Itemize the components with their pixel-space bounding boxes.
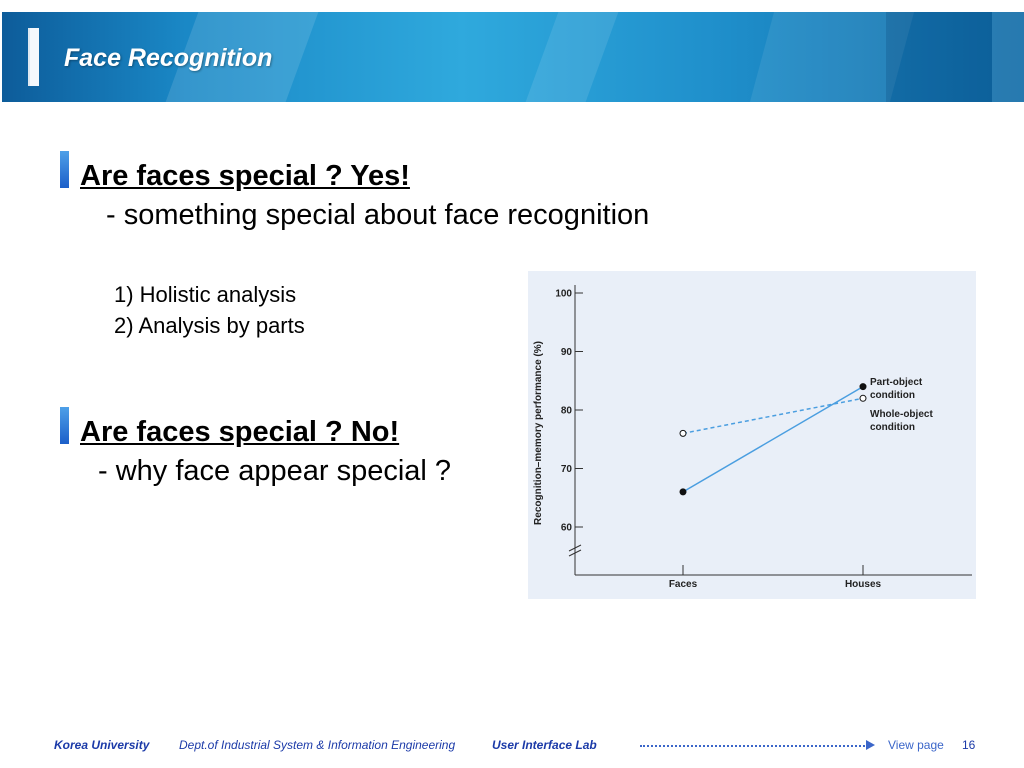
y-tick-label: 100: [555, 289, 572, 300]
section1-heading: Are faces special ? Yes!: [80, 160, 410, 192]
title-accent-bar: [28, 28, 39, 86]
y-tick-label: 60: [561, 523, 573, 534]
page-number: 16: [962, 738, 976, 752]
series-label: Part-object condition: [870, 377, 923, 401]
data-point: [679, 429, 687, 437]
data-point: [859, 394, 867, 402]
y-tick-label: 80: [561, 406, 573, 417]
y-axis-label: Recognition–memory performance (%): [533, 341, 544, 525]
x-tick-label: Houses: [845, 579, 882, 590]
section1-subtext: - something special about face recogniti…: [106, 199, 650, 231]
axis-break-mark: [568, 549, 582, 557]
list-item: 1) Holistic analysis: [114, 282, 297, 307]
view-page-link[interactable]: View page: [888, 738, 944, 752]
bullet-marker: [60, 407, 69, 444]
chart-panel: Recognition–memory performance (%) 60 70 8…: [528, 271, 976, 599]
section2-heading: Are faces special ? No!: [80, 416, 400, 448]
series-line: [682, 385, 864, 493]
footer-university: Korea University: [54, 738, 150, 752]
series-line: [682, 397, 864, 435]
footer-department: Dept.of Industrial System & Information …: [179, 738, 456, 752]
footer-dotted-line: [640, 745, 868, 747]
slide-title: Face Recognition: [64, 44, 273, 72]
y-tick-label: 70: [561, 464, 573, 475]
line-chart: Recognition–memory performance (%) 60 70 8…: [533, 285, 972, 590]
x-tick-label: Faces: [669, 579, 698, 590]
slide-header: [2, 12, 1024, 102]
y-tick-label: 90: [561, 347, 573, 358]
footer: Korea University Dept.of Industrial Syst…: [0, 734, 1024, 754]
header-decoration: [886, 12, 992, 102]
series-label: Whole-object condition: [870, 409, 933, 433]
header-decoration: [525, 12, 619, 102]
data-point: [679, 488, 687, 496]
axis-break-mark: [568, 544, 582, 552]
header-decoration: [992, 12, 1024, 102]
data-point: [859, 383, 867, 391]
footer-lab: User Interface Lab: [492, 738, 597, 752]
bullet-marker: [60, 151, 69, 188]
list-item: 2) Analysis by parts: [114, 313, 305, 338]
arrow-right-icon: [866, 740, 875, 750]
section2-subtext: - why face appear special ?: [98, 455, 452, 487]
